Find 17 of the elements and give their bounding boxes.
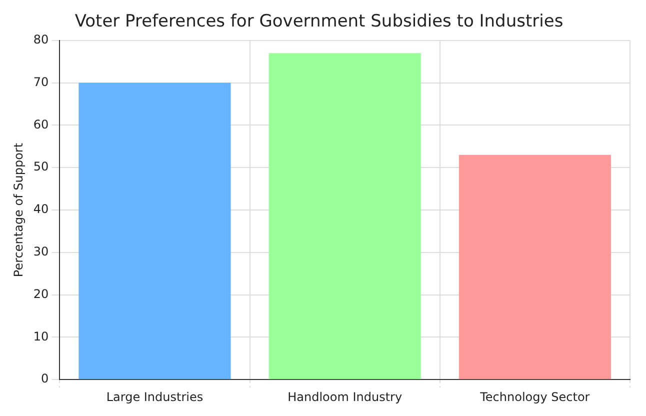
y-tick-label: 0: [41, 372, 49, 386]
bar: [458, 154, 611, 380]
y-tick-label: 70: [33, 74, 49, 89]
y-tick-label: 20: [33, 286, 49, 301]
chart-title: Voter Preferences for Government Subsidies to Industries: [74, 12, 564, 32]
bar: [78, 82, 231, 380]
x-tick-label: Handloom Industry: [288, 390, 402, 404]
x-tick-label: Technology Sector: [479, 390, 590, 404]
y-tick-label: 80: [33, 32, 49, 47]
y-tick-label: 30: [33, 244, 49, 259]
y-tick-label: 10: [33, 329, 49, 344]
x-tick-label: Large Industries: [106, 390, 204, 404]
bar: [268, 53, 421, 380]
y-tick-label: 40: [33, 202, 49, 216]
y-tick-label: 60: [33, 117, 49, 132]
y-axis-title: Percentage of Support: [11, 142, 26, 278]
y-tick-label: 50: [33, 160, 49, 174]
